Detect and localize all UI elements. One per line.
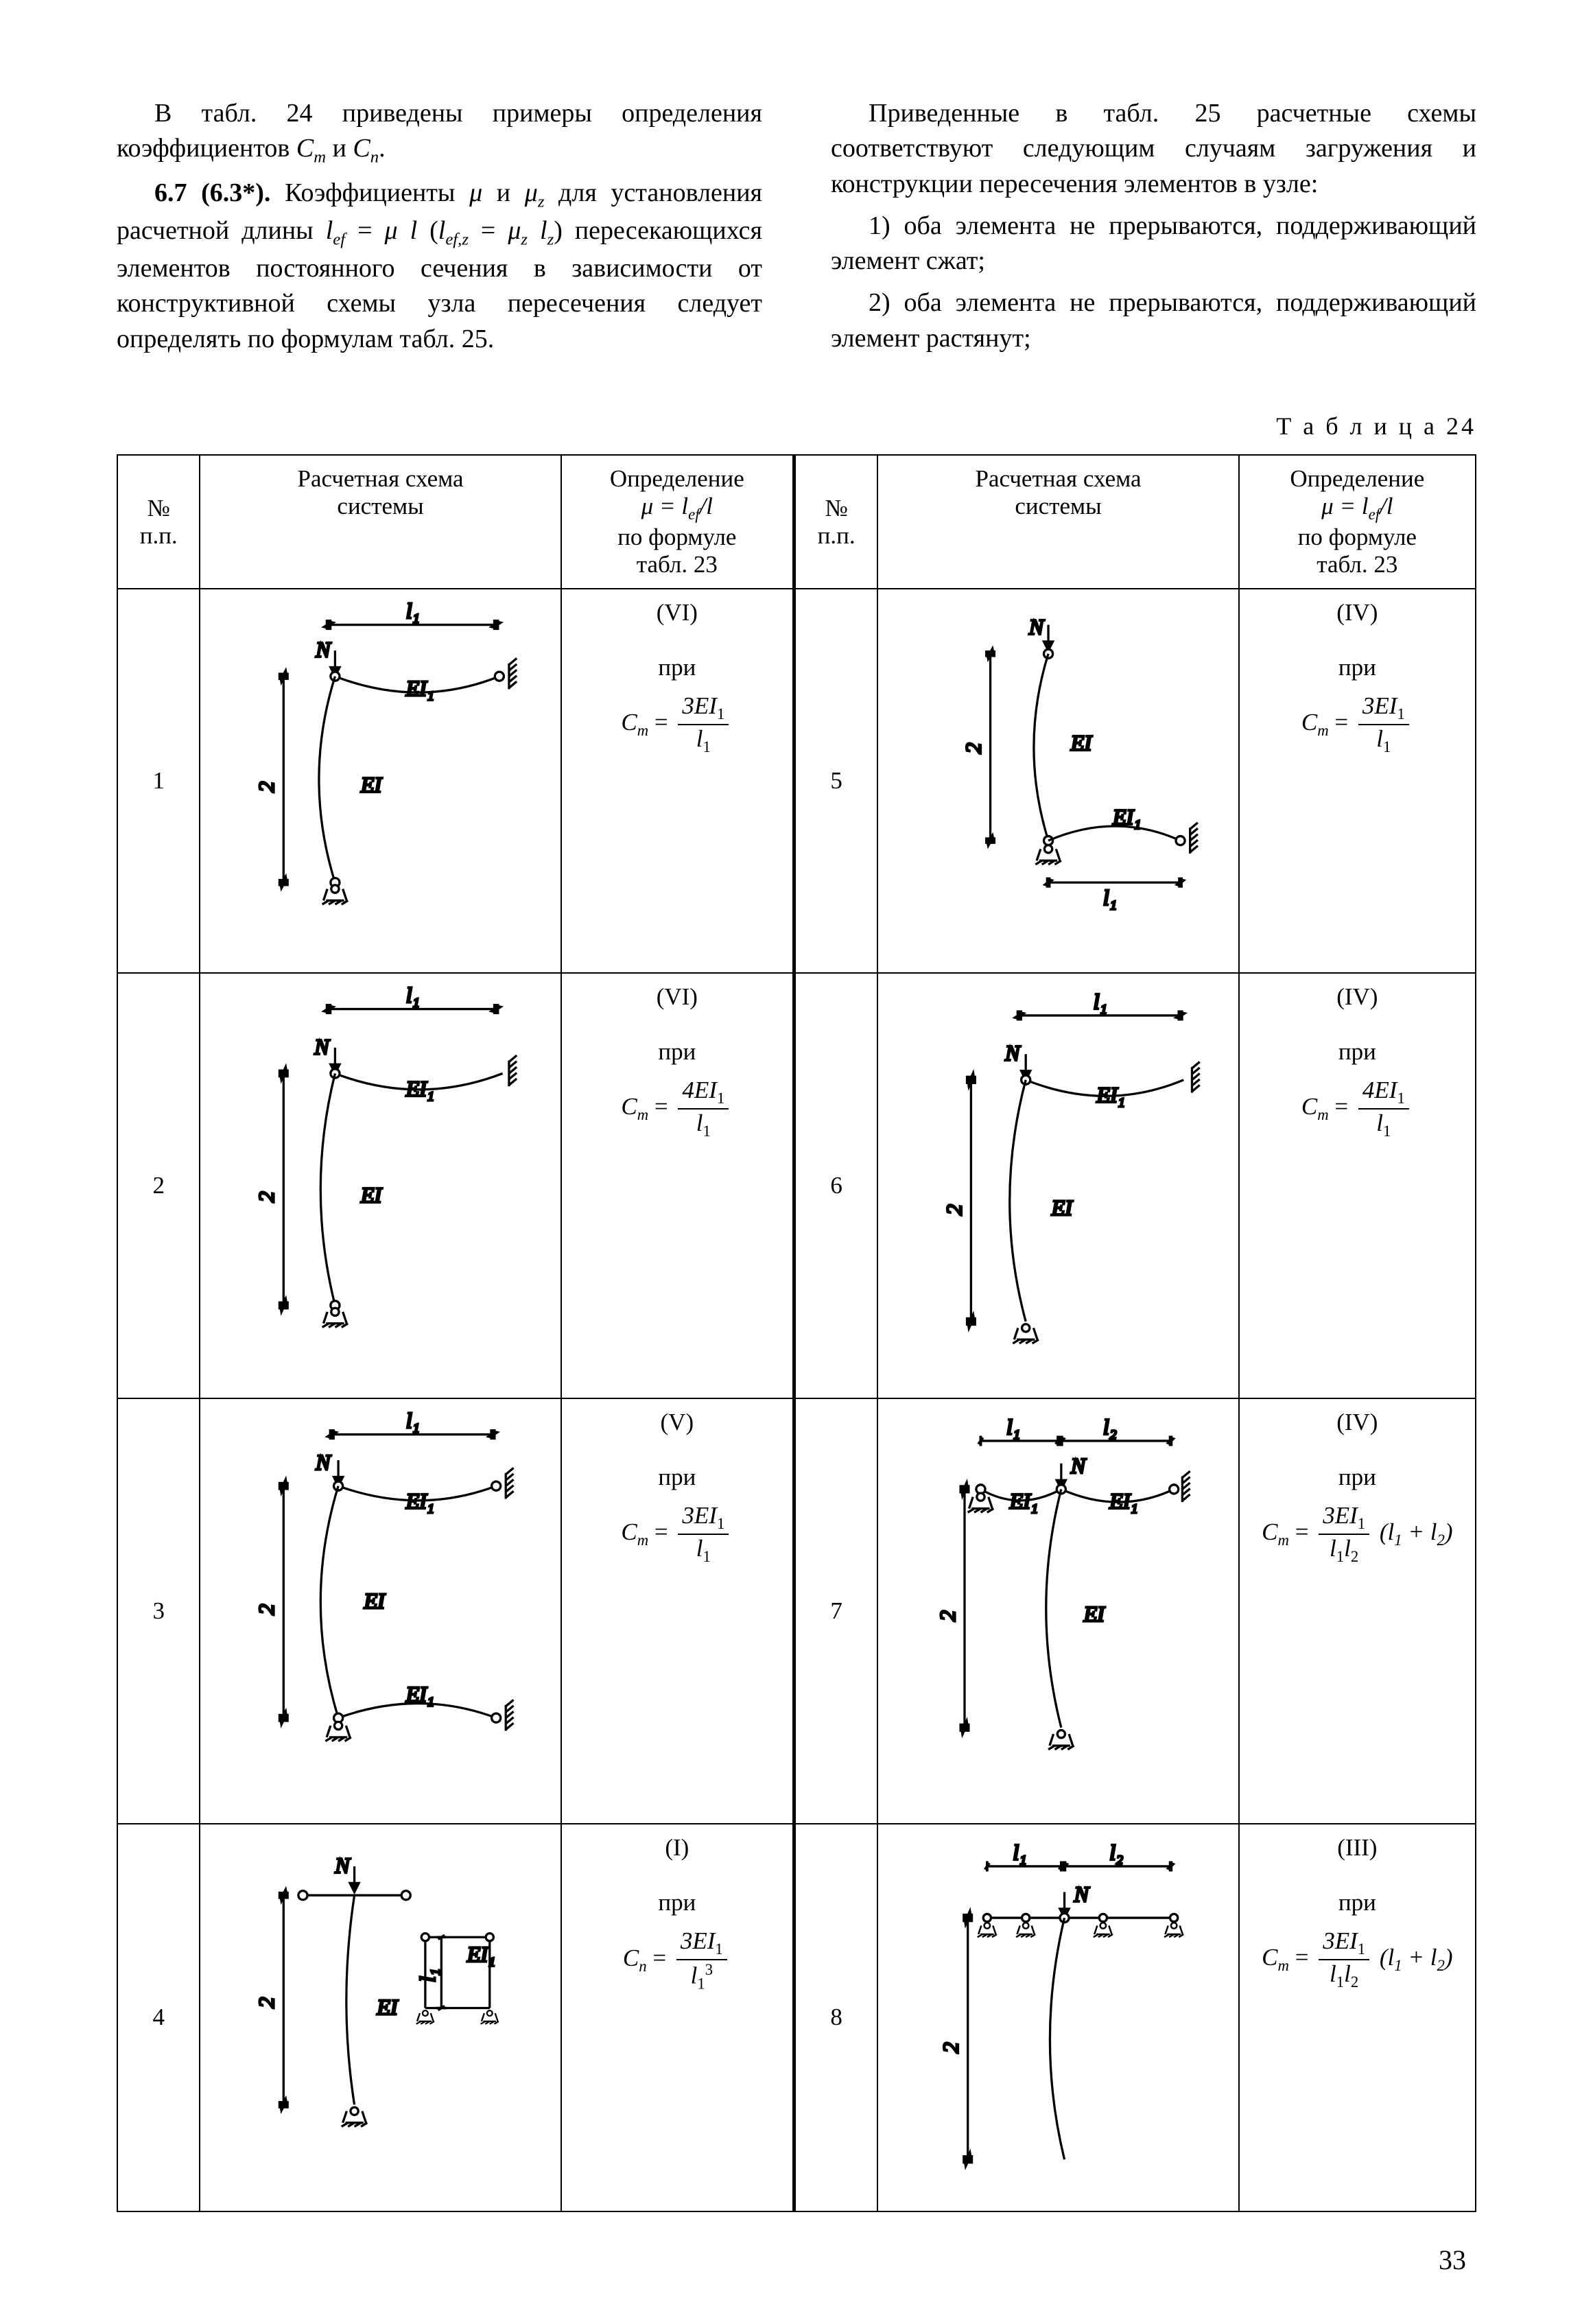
svg-text:EI: EI: [377, 1995, 399, 2019]
para-right-2: 1) оба элемента не прерываются, поддержи…: [831, 209, 1476, 279]
para-right-1: Приведенные в табл. 25 расчетные схемы с…: [831, 96, 1476, 202]
svg-text:l₁: l₁: [406, 599, 420, 623]
formula-cell: (I) при Cn = 3EI1l13: [561, 1824, 794, 2211]
scheme-diagram: l₁ N EI₁ EI 2: [200, 973, 560, 1398]
svg-text:N: N: [316, 1451, 332, 1475]
scheme-diagram: N EI EI₁ l₁ 2: [877, 589, 1238, 973]
svg-text:l₂: l₂: [1110, 1841, 1124, 1865]
svg-text:2: 2: [943, 1204, 967, 1215]
row-num: 2: [117, 973, 200, 1398]
svg-text:EI: EI: [364, 1589, 386, 1613]
scheme-diagram: l₁ l₂ N 2: [877, 1824, 1238, 2211]
intro-columns: В табл. 24 приведены примеры определения…: [117, 96, 1476, 364]
svg-text:N: N: [1028, 615, 1045, 639]
svg-text:l₁: l₁: [1094, 990, 1107, 1014]
row-num: 1: [117, 589, 200, 973]
formula-cell: (IV) при Cm = 4EI1l1: [1239, 973, 1476, 1398]
row-num: 3: [117, 1398, 200, 1824]
svg-text:N: N: [335, 1853, 351, 1877]
th-formula-2: Определение μ = lef/l по формуле табл. 2…: [1239, 455, 1476, 589]
row-num: 6: [794, 973, 877, 1398]
svg-text:EI₁: EI₁: [1109, 1490, 1138, 1514]
svg-text:2: 2: [255, 1604, 279, 1615]
svg-text:l₁: l₁: [1013, 1841, 1027, 1865]
para-left-2: 6.7 (6.3*). Коэффициенты μ и μz для уста…: [117, 176, 762, 357]
svg-text:N: N: [314, 1035, 331, 1059]
svg-text:EI₁: EI₁: [1112, 806, 1141, 830]
svg-text:EI: EI: [360, 1183, 382, 1207]
left-column: В табл. 24 приведены примеры определения…: [117, 96, 762, 364]
page-number: 33: [1439, 2244, 1466, 2276]
svg-text:EI₁: EI₁: [405, 1077, 434, 1101]
svg-text:2: 2: [255, 1997, 279, 2008]
right-column: Приведенные в табл. 25 расчетные схемы с…: [831, 96, 1476, 364]
table-24: № п.п. Расчетная схема системы Определен…: [117, 454, 1476, 2212]
row-num: 4: [117, 1824, 200, 2211]
svg-text:EI₁: EI₁: [405, 1682, 434, 1706]
svg-text:2: 2: [936, 1610, 960, 1621]
svg-text:EI₁: EI₁: [1009, 1490, 1038, 1514]
svg-text:N: N: [1070, 1454, 1087, 1478]
formula-cell: (VI) при Cm = 3EI1l1: [561, 589, 794, 973]
svg-text:EI: EI: [1051, 1196, 1073, 1220]
svg-text:2: 2: [255, 782, 279, 793]
para-right-3: 2) оба элемента не прерываются, поддержи…: [831, 285, 1476, 356]
th-formula-1: Определение μ = lef/l по формуле табл. 2…: [561, 455, 794, 589]
table-caption: Т а б л и ц а 24: [117, 412, 1476, 441]
svg-text:N: N: [1074, 1883, 1090, 1907]
svg-text:EI₁: EI₁: [467, 1942, 495, 1967]
svg-text:2: 2: [939, 2042, 963, 2053]
th-num-1: № п.п.: [117, 455, 200, 589]
para-left-1: В табл. 24 приведены примеры определения…: [117, 96, 762, 169]
th-scheme-1: Расчетная схема системы: [200, 455, 560, 589]
th-scheme-2: Расчетная схема системы: [877, 455, 1238, 589]
formula-cell: (V) при Cm = 3EI1l1: [561, 1398, 794, 1824]
svg-text:EI: EI: [360, 773, 382, 797]
svg-text:EI₁: EI₁: [405, 677, 434, 701]
th-num-2: № п.п.: [794, 455, 877, 589]
svg-text:N: N: [1005, 1042, 1022, 1066]
svg-text:EI₁: EI₁: [405, 1490, 434, 1514]
formula-cell: (IV) при Cm = 3EI1l1: [1239, 589, 1476, 973]
formula-cell: (III) при Cm = 3EI1l1l2 (l1 + l2): [1239, 1824, 1476, 2211]
svg-text:l₂: l₂: [1103, 1416, 1117, 1440]
scheme-diagram: l₁ N EI₁ EI 2: [877, 973, 1238, 1398]
formula-cell: (IV) при Cm = 3EI1l1l2 (l1 + l2): [1239, 1398, 1476, 1824]
svg-text:l₁: l₁: [1006, 1416, 1020, 1440]
scheme-diagram: l₁ N EI₁ EI 2: [200, 589, 560, 973]
row-num: 5: [794, 589, 877, 973]
svg-text:EI: EI: [1070, 731, 1092, 755]
scheme-diagram: N EI 2 EI₁ l₁: [200, 1824, 560, 2211]
svg-text:l₁: l₁: [406, 983, 420, 1007]
svg-text:EI₁: EI₁: [1096, 1083, 1125, 1107]
svg-text:l₁: l₁: [416, 1969, 440, 1982]
formula-cell: (VI) при Cm = 4EI1l1: [561, 973, 794, 1398]
row-num: 8: [794, 1824, 877, 2211]
svg-text:EI: EI: [1083, 1602, 1105, 1626]
row-num: 7: [794, 1398, 877, 1824]
svg-text:l₁: l₁: [406, 1409, 420, 1433]
svg-text:l₁: l₁: [1103, 886, 1117, 910]
svg-text:2: 2: [962, 742, 986, 753]
svg-text:2: 2: [255, 1191, 279, 1202]
scheme-diagram: l₁ l₂ N EI₁ EI₁ EI 2: [877, 1398, 1238, 1824]
scheme-diagram: l₁ N EI₁ EI EI₁ 2: [200, 1398, 560, 1824]
svg-text:N: N: [316, 638, 332, 662]
